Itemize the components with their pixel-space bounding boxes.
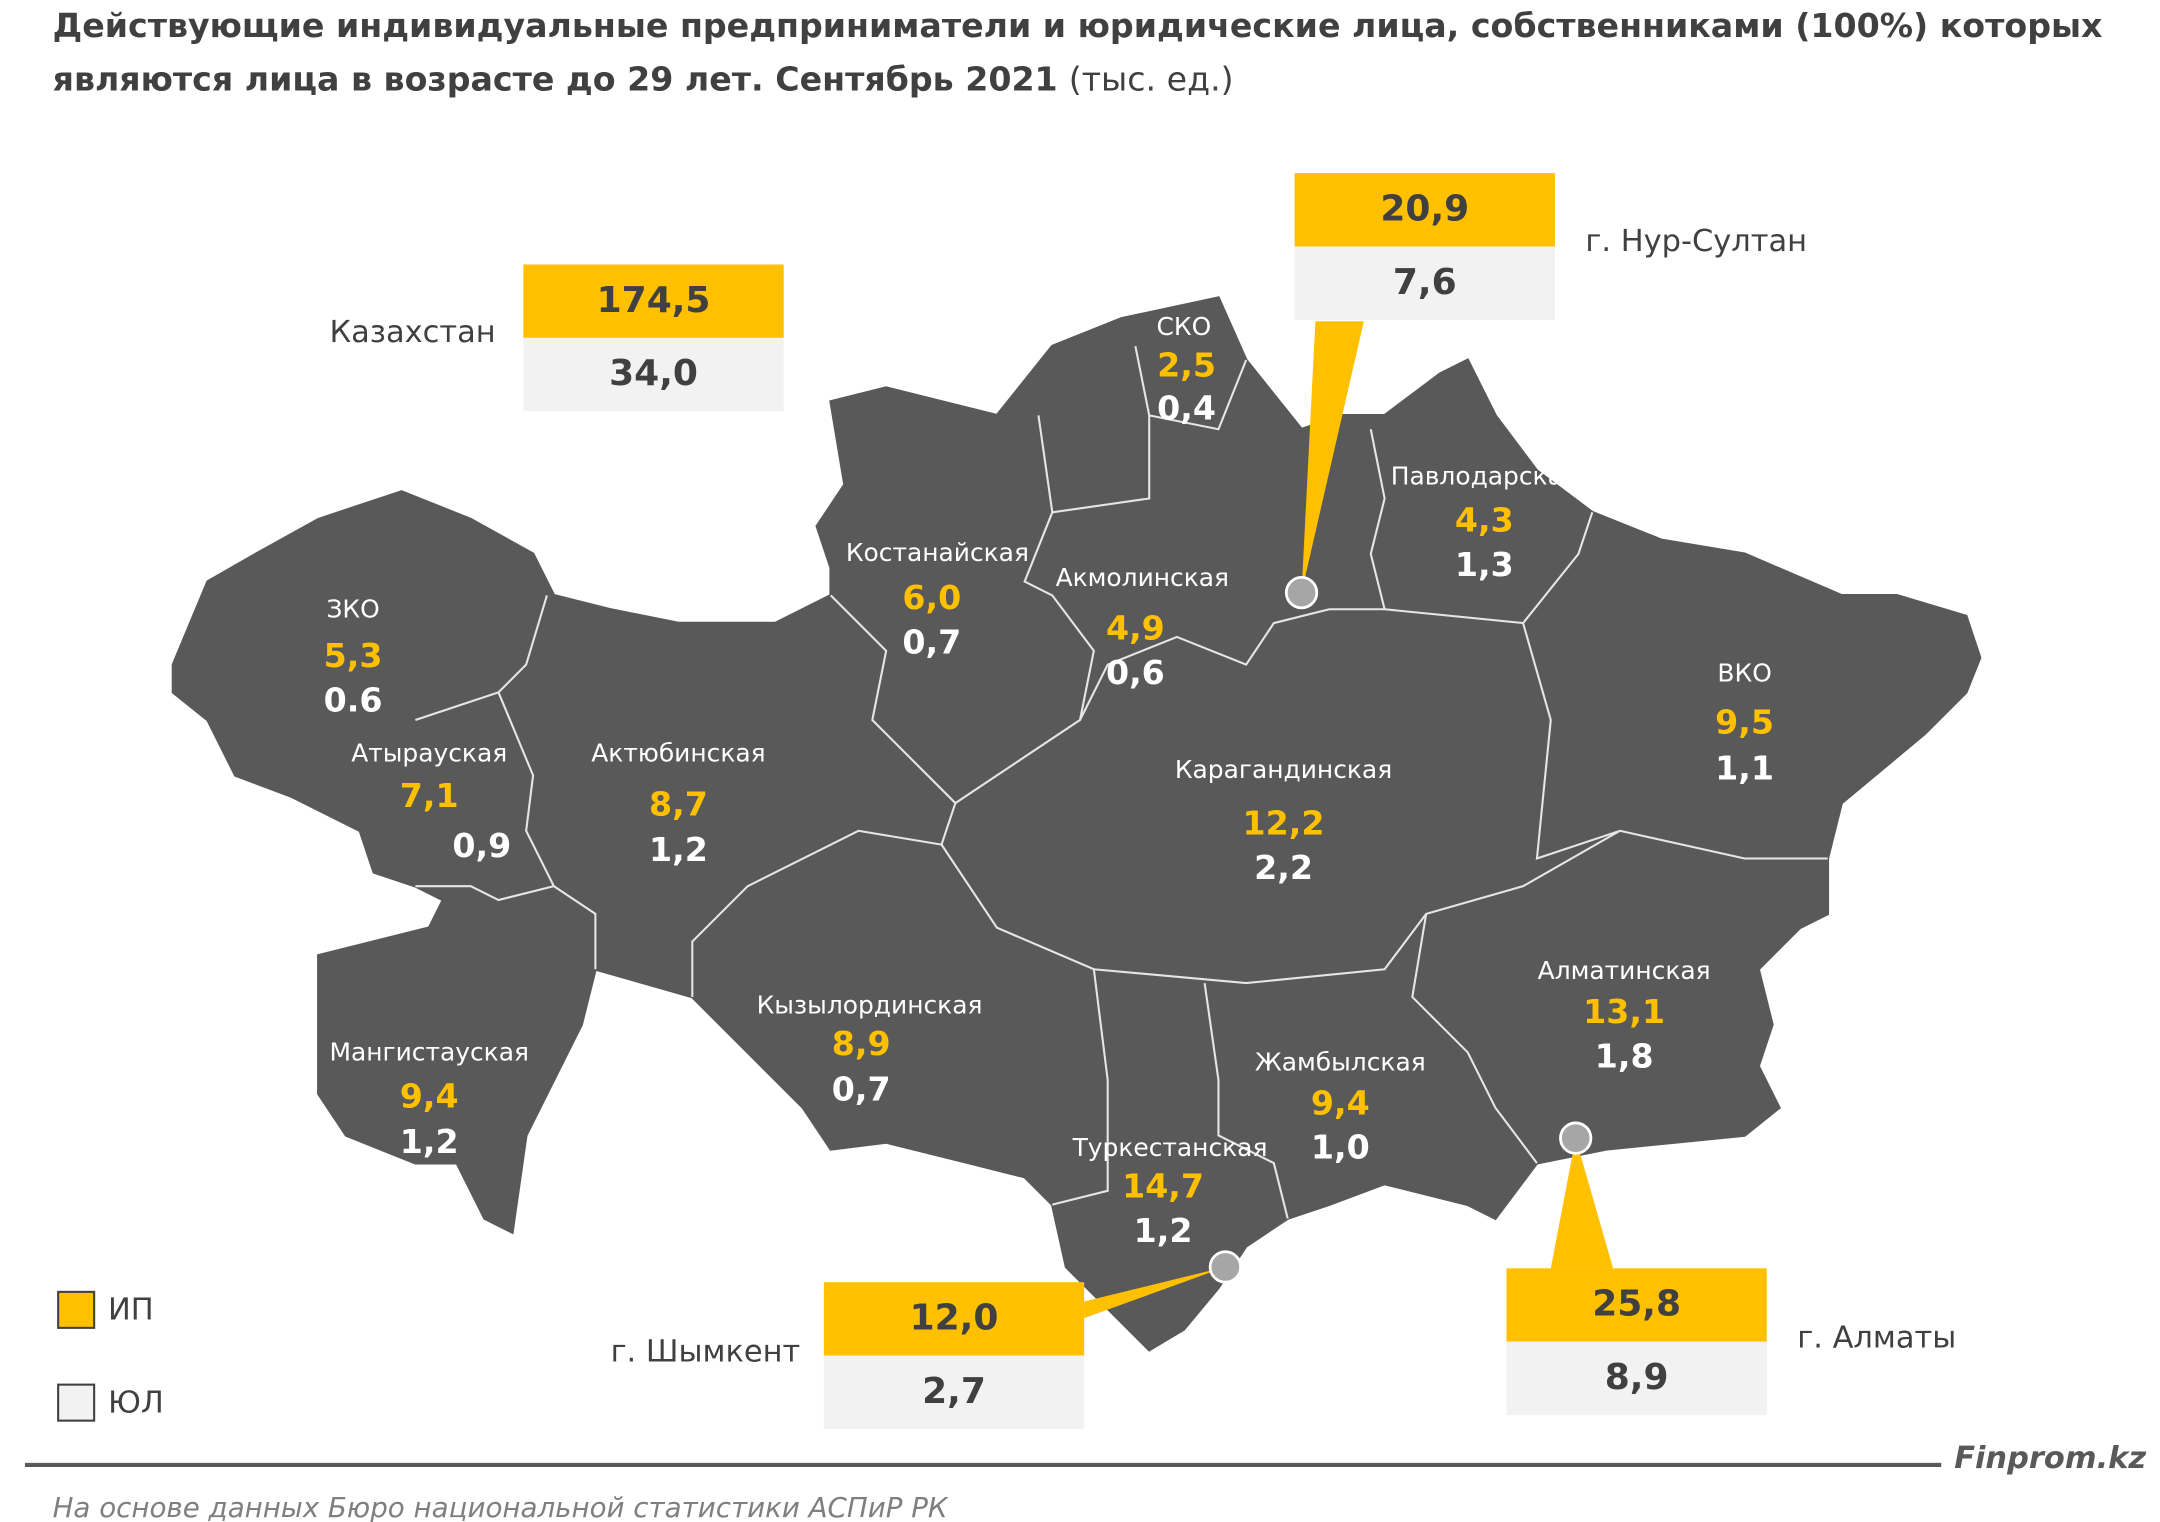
region-ip: 8,7 bbox=[649, 784, 708, 823]
region-ul: 0,6 bbox=[1106, 653, 1165, 692]
region-ul: 0,4 bbox=[1157, 388, 1216, 427]
region-ip: 9,4 bbox=[400, 1077, 459, 1116]
region-name: ВКО bbox=[1717, 658, 1771, 687]
region-name: Павлодарская bbox=[1391, 462, 1578, 491]
title-unit: (тыс. ед.) bbox=[1069, 59, 1234, 98]
city-marker bbox=[1208, 1250, 1242, 1284]
region-ul: 0,7 bbox=[902, 622, 961, 661]
ul-box bbox=[523, 337, 784, 412]
region-ul: 1,3 bbox=[1455, 545, 1514, 584]
region-ip: 9,5 bbox=[1715, 703, 1774, 742]
box-label: г. Нур-Султан bbox=[1585, 224, 1807, 259]
pointer bbox=[1550, 1138, 1614, 1269]
title-text: являются лица в возрасте до 29 лет. Сент… bbox=[53, 59, 1058, 98]
region-ul: 2,2 bbox=[1254, 848, 1313, 887]
legend-label: ИП bbox=[108, 1293, 154, 1328]
region-ul: 1,2 bbox=[400, 1122, 459, 1161]
region-name: Актюбинская bbox=[591, 739, 765, 768]
region-ul: 1,2 bbox=[649, 830, 708, 869]
title: Действующие индивидуальные предпринимате… bbox=[53, 6, 2103, 45]
region-name: Жамбылская bbox=[1255, 1047, 1426, 1076]
region-name: Кызылординская bbox=[757, 991, 983, 1020]
ip-box bbox=[523, 264, 784, 338]
region-ip: 4,3 bbox=[1455, 501, 1514, 540]
region-ip: 12,2 bbox=[1243, 804, 1325, 843]
box-label: Казахстан bbox=[329, 315, 495, 350]
region-ip: 13,1 bbox=[1583, 992, 1665, 1031]
source: На основе данных Бюро национальной стати… bbox=[53, 1491, 949, 1522]
region-ip: 8,9 bbox=[832, 1024, 891, 1063]
region-name: СКО bbox=[1157, 312, 1212, 341]
region-name: ЗКО bbox=[326, 595, 379, 624]
region-name: Карагандинская bbox=[1175, 755, 1392, 784]
region-borders bbox=[415, 345, 1828, 1219]
ul-box bbox=[1294, 246, 1555, 320]
region-ul: 1,8 bbox=[1595, 1036, 1654, 1075]
region-name: Атырауская bbox=[351, 739, 507, 768]
brand: Finprom.kz bbox=[1954, 1441, 2146, 1476]
ip-box bbox=[823, 1282, 1085, 1356]
region-name: Алматинская bbox=[1538, 956, 1711, 985]
region-ul: 1,0 bbox=[1311, 1128, 1370, 1167]
legend-swatch bbox=[57, 1290, 96, 1329]
ip-value: 174,5 bbox=[597, 280, 711, 321]
city-marker bbox=[1559, 1121, 1593, 1155]
ip-box bbox=[1294, 173, 1555, 247]
box-label: г. Шымкент bbox=[611, 1334, 801, 1369]
ip-value: 25,8 bbox=[1592, 1284, 1681, 1325]
region-ip: 9,4 bbox=[1311, 1083, 1370, 1122]
ul-box bbox=[1506, 1341, 1767, 1416]
city-marker bbox=[1284, 576, 1319, 610]
ip-box bbox=[1506, 1268, 1767, 1342]
region-ip: 4,9 bbox=[1106, 609, 1165, 648]
region-ul: 0,7 bbox=[832, 1070, 891, 1109]
region-ul: 1,2 bbox=[1134, 1211, 1193, 1250]
box-label: г. Алматы bbox=[1797, 1320, 1956, 1355]
region-name: Акмолинская bbox=[1056, 563, 1229, 592]
ul-value: 2,7 bbox=[922, 1371, 986, 1412]
ul-box bbox=[823, 1355, 1085, 1429]
region-ip: 14,7 bbox=[1122, 1167, 1204, 1206]
region-ul: 0,9 bbox=[452, 826, 511, 865]
region-ip: 2,5 bbox=[1157, 345, 1216, 384]
region-ul: 1,1 bbox=[1715, 748, 1774, 787]
ul-value: 7,6 bbox=[1393, 262, 1457, 303]
region-ip: 7,1 bbox=[400, 776, 459, 815]
region-ip: 6,0 bbox=[902, 578, 961, 617]
ul-value: 8,9 bbox=[1605, 1357, 1669, 1398]
legend-swatch bbox=[57, 1383, 96, 1422]
ip-value: 20,9 bbox=[1380, 188, 1469, 229]
region-ip: 5,3 bbox=[324, 636, 383, 675]
region-name: Костанайская bbox=[846, 538, 1029, 567]
region-name: Туркестанская bbox=[1072, 1133, 1268, 1162]
title-line: являются лица в возрасте до 29 лет. Сент… bbox=[53, 59, 1234, 98]
region-ul: 0.6 bbox=[324, 681, 383, 720]
legend-label: ЮЛ bbox=[108, 1386, 164, 1421]
country-map bbox=[171, 296, 1982, 1352]
ul-value: 34,0 bbox=[609, 353, 698, 394]
ip-value: 12,0 bbox=[910, 1298, 999, 1339]
region-name: Мангистауская bbox=[329, 1038, 529, 1067]
